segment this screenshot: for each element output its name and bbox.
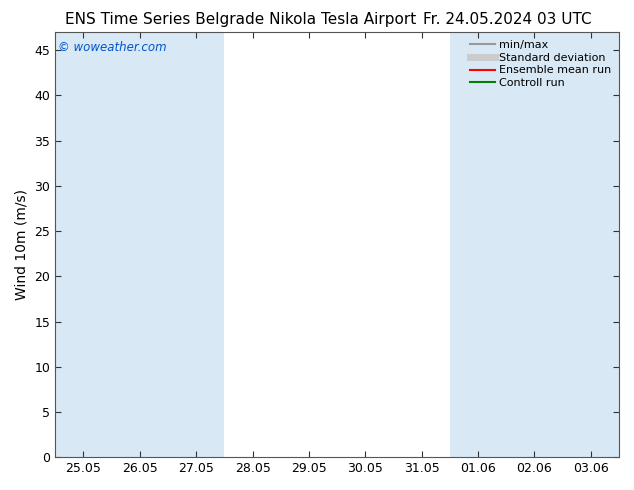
Bar xyxy=(55,32,112,457)
Bar xyxy=(562,32,619,457)
Bar xyxy=(168,32,224,457)
Bar xyxy=(450,32,507,457)
Y-axis label: Wind 10m (m/s): Wind 10m (m/s) xyxy=(15,189,29,300)
Text: © woweather.com: © woweather.com xyxy=(58,41,167,53)
Bar xyxy=(507,32,562,457)
Text: ENS Time Series Belgrade Nikola Tesla Airport: ENS Time Series Belgrade Nikola Tesla Ai… xyxy=(65,12,417,27)
Bar xyxy=(112,32,168,457)
Legend: min/max, Standard deviation, Ensemble mean run, Controll run: min/max, Standard deviation, Ensemble me… xyxy=(468,38,614,91)
Text: Fr. 24.05.2024 03 UTC: Fr. 24.05.2024 03 UTC xyxy=(423,12,592,27)
